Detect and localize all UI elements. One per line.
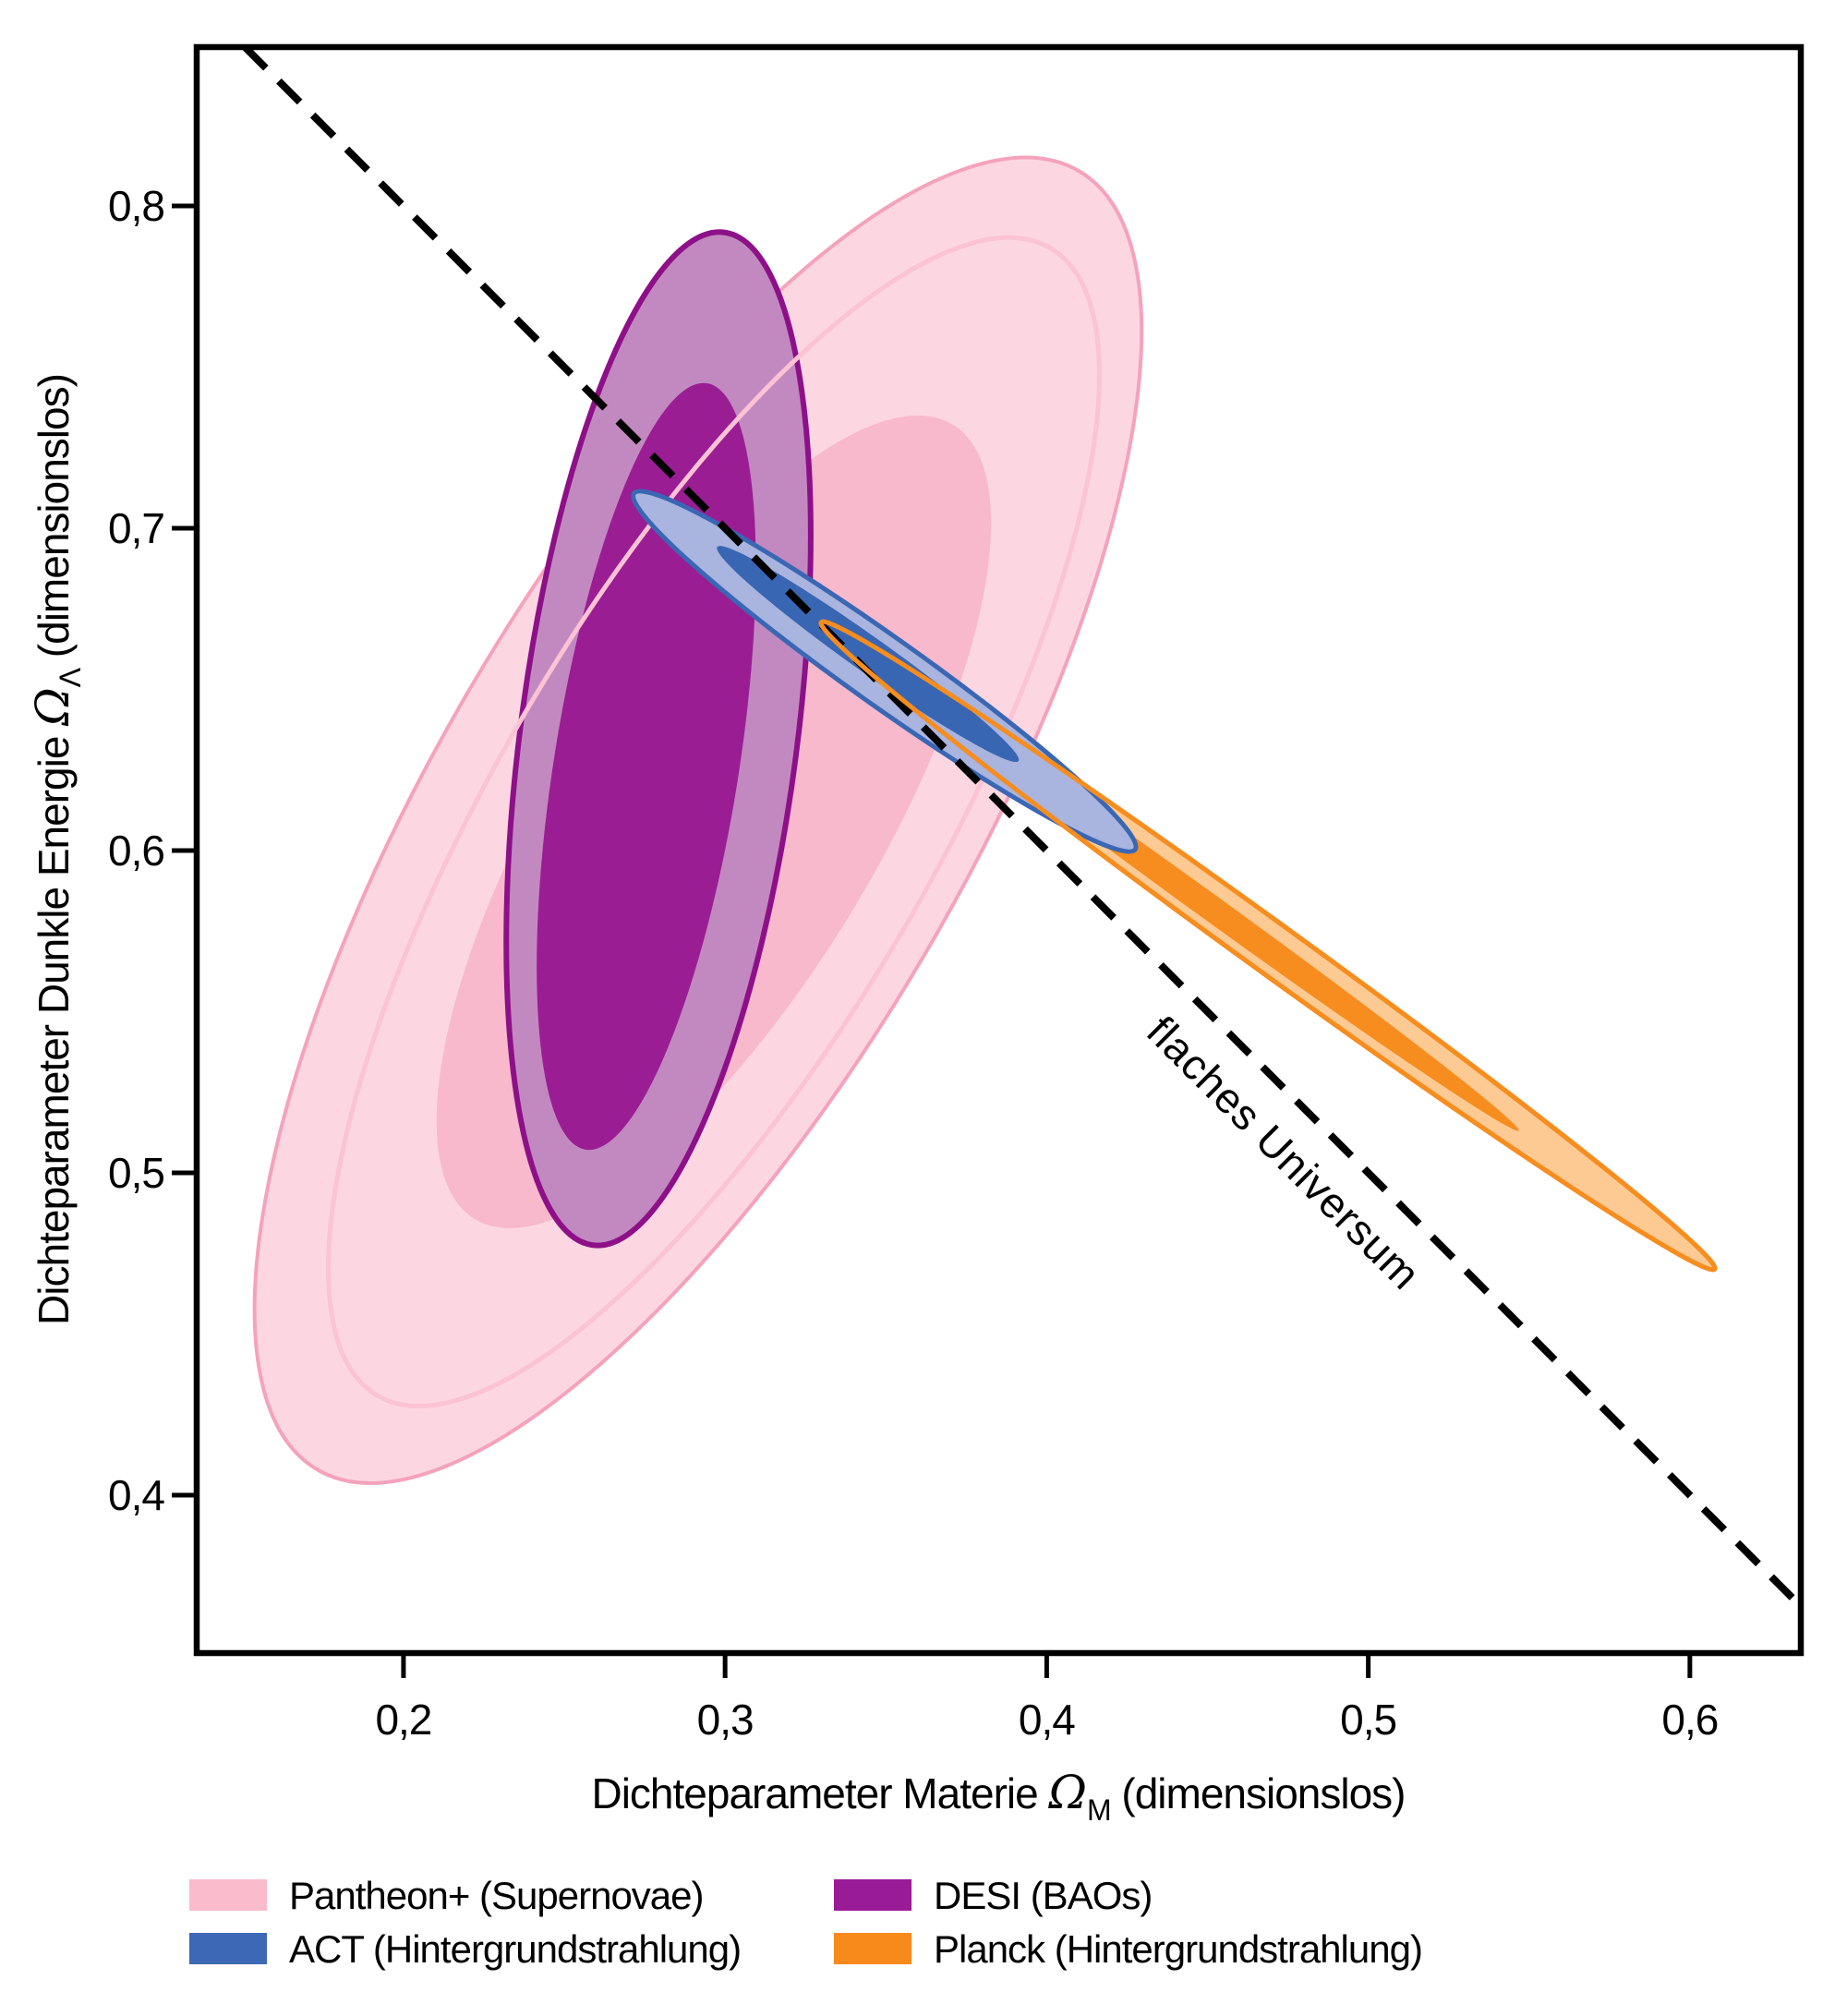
y-tick-label: 0,4 [108,1471,164,1519]
x-tick-label: 0,3 [697,1696,754,1744]
contour-planck-outer-outline [818,619,1718,1273]
y-tick-label: 0,6 [108,827,164,875]
contour-pantheon-mid-line [326,235,1102,1409]
legend-item: DESI (BAOs) [834,1874,1153,1917]
legend-label: DESI (BAOs) [934,1874,1152,1917]
plot-frame [193,43,1805,1657]
y-tick-label: 0,5 [108,1149,164,1197]
x-tick-label: 0,5 [1340,1696,1396,1744]
y-axis-label: Dichteparameter Dunkle Energie ΩΛ (dimen… [26,374,87,1325]
x-axis-label: Dichteparameter Materie ΩM (dimensionslo… [591,1766,1405,1827]
legend-item: ACT (Hintergrundstrahlung) [189,1927,742,1971]
legend-label: Pantheon+ (Supernovae) [289,1874,704,1917]
x-tick-label: 0,6 [1661,1696,1718,1744]
x-tick-label: 0,2 [375,1696,431,1744]
legend-swatch-pantheon [189,1879,267,1911]
legend-swatch-act [189,1933,267,1964]
x-tick-label: 0,4 [1019,1696,1075,1744]
y-tick-label: 0,8 [108,182,164,230]
legend-swatch-desi [834,1879,911,1911]
axes-layer: 0,2 0,3 0,4 0,5 0,6 0,8 0,7 0,6 0,5 0,4 [108,182,1719,1744]
contours-layer [242,44,1804,1610]
legend-item: Planck (Hintergrundstrahlung) [834,1927,1423,1971]
legend-swatch-planck [834,1933,911,1964]
legend-item: Pantheon+ (Supernovae) [189,1874,705,1917]
legend-label: Planck (Hintergrundstrahlung) [934,1927,1422,1971]
y-tick-label: 0,7 [108,504,164,552]
legend-label: ACT (Hintergrundstrahlung) [289,1927,741,1971]
legend: Pantheon+ (Supernovae) ACT (Hintergrunds… [189,1874,1423,1971]
flat-universe-line [242,44,1804,1610]
